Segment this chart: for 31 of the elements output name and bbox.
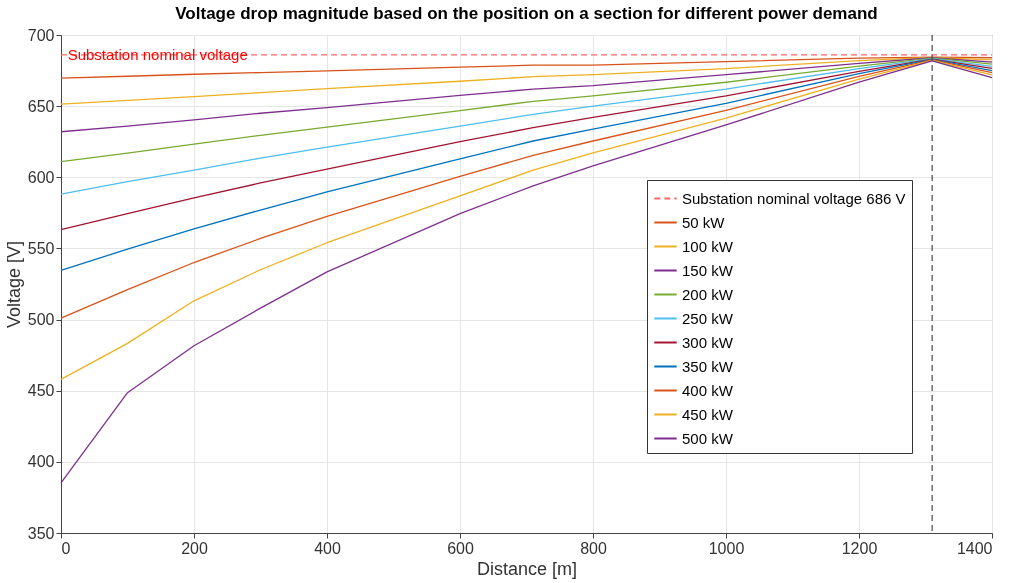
legend-label: 350 kW <box>682 357 734 375</box>
legend-label: Substation nominal voltage 686 V <box>682 189 906 207</box>
y-tick-label: 650 <box>27 97 55 115</box>
legend-label: 300 kW <box>682 333 734 351</box>
legend-label: 100 kW <box>682 237 734 255</box>
y-tick-label: 350 <box>27 524 55 542</box>
legend-label: 450 kW <box>682 405 734 423</box>
legend-label: 250 kW <box>682 309 734 327</box>
y-tick-label: 500 <box>27 311 55 329</box>
annotation: Substation nominal voltage <box>67 45 248 63</box>
y-tick-label: 550 <box>27 239 55 257</box>
x-tick-label: 600 <box>447 539 474 557</box>
x-axis-title: Distance [m] <box>476 558 578 579</box>
legend-label: 200 kW <box>682 285 734 303</box>
chart-title: Voltage drop magnitude based on the position on a section for different power demand <box>175 4 878 23</box>
legend-label: 500 kW <box>682 429 734 447</box>
y-tick-label: 600 <box>27 168 55 186</box>
x-tick-label: 0 <box>61 539 71 557</box>
legend-label: 150 kW <box>682 261 734 279</box>
legend-label: 50 kW <box>682 213 726 231</box>
x-tick-label: 1400 <box>956 539 993 557</box>
y-tick-label: 400 <box>27 453 55 471</box>
x-tick-label: 1200 <box>841 539 878 557</box>
x-tick-label: 400 <box>314 539 341 557</box>
y-tick-label: 700 <box>27 26 55 44</box>
y-axis-title: Voltage [V] <box>3 240 24 329</box>
x-tick-label: 1000 <box>708 539 745 557</box>
y-tick-label: 450 <box>27 382 55 400</box>
x-tick-label: 200 <box>181 539 208 557</box>
legend-label: 400 kW <box>682 381 734 399</box>
x-tick-label: 800 <box>580 539 607 557</box>
